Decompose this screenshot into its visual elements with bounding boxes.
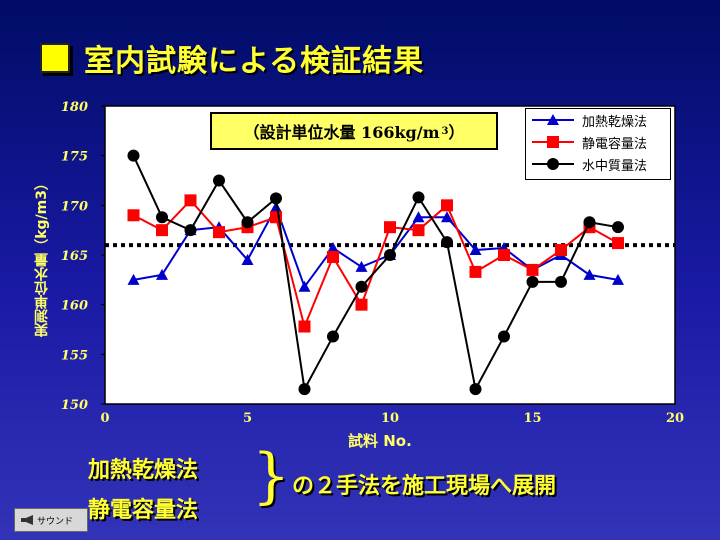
legend-item-underwater: 水中質量法 [526,153,670,175]
data-point-triangle [583,268,596,280]
data-point-circle [213,174,225,187]
data-point-circle [156,211,168,224]
data-point-circle [127,149,140,162]
data-point-square [156,224,168,237]
data-point-circle [327,330,339,343]
data-point-triangle [127,273,140,285]
data-point-square [213,226,225,239]
data-point-circle [412,191,425,204]
x-tick-label: 5 [243,411,252,426]
data-point-circle [270,192,282,205]
data-point-circle [526,275,539,288]
annotation-close: ） [448,123,465,142]
data-point-circle [355,280,368,293]
legend-label: 静電容量法 [582,136,648,152]
y-tick-label: 165 [61,249,88,264]
conclusion-text: の２手法を施工現場へ展開 [292,474,557,499]
data-point-square [298,320,311,333]
legend-item-capacitance: 静電容量法 [526,131,670,153]
data-point-square [355,298,368,311]
data-point-triangle [241,253,254,265]
data-point-circle [498,330,510,343]
data-point-circle [469,383,482,396]
x-tick-label: 0 [100,411,109,426]
y-tick-label: 155 [61,348,88,363]
data-point-square [127,209,140,222]
sound-button-label: サウンド [37,516,74,527]
data-point-circle [583,216,596,229]
speaker-icon [21,515,33,525]
data-point-square [498,249,510,261]
y-tick-label: 160 [61,299,88,314]
title-area: 室内試験による検証結果 [40,36,424,80]
y-tick-label: 180 [61,100,88,115]
data-point-circle [184,224,197,237]
method-heating: 加熱乾燥法 [88,458,199,483]
page-title: 室内試験による検証結果 [84,44,425,79]
data-point-circle [612,221,624,234]
sound-button[interactable]: サウンド [14,508,88,532]
data-point-triangle [156,268,168,280]
x-tick-label: 20 [666,411,684,426]
data-point-triangle [441,211,453,223]
data-point-square [412,224,425,237]
legend-label: 加熱乾燥法 [582,114,648,130]
data-point-square [327,250,339,263]
data-point-square [384,221,396,234]
brace-symbol: } [252,441,291,511]
data-point-triangle [355,260,368,272]
data-point-square [526,263,539,276]
square-marker-icon [532,136,574,148]
data-point-circle [241,216,254,229]
data-point-triangle [412,211,425,223]
data-point-square [612,237,624,250]
annotation-sup: 3 [441,125,449,137]
data-point-circle [384,249,396,261]
x-tick-label: 10 [381,411,399,426]
title-square-icon [40,43,70,73]
data-point-triangle [612,273,624,285]
triangle-marker-icon [532,114,574,125]
y-tick-label: 175 [61,150,88,165]
circle-marker-icon [532,158,574,170]
data-point-triangle [298,280,311,292]
chart-legend: 加熱乾燥法 静電容量法 水中質量法 [525,108,671,180]
method-capacitance: 静電容量法 [88,498,199,523]
y-tick-label: 150 [61,398,88,413]
data-point-triangle [270,201,282,213]
y-axis-label: 実測単位水量（kg/m3） [34,176,50,337]
x-axis-label: 試料 No. [348,432,412,450]
legend-label: 水中質量法 [582,158,648,174]
data-point-circle [555,275,567,288]
data-point-square [469,265,482,278]
x-tick-label: 15 [523,411,541,426]
design-water-annotation: （設計単位水量 166kg/m 3） [210,112,498,150]
data-point-circle [298,383,311,396]
annotation-text: （設計単位水量 166kg/m [243,123,440,142]
data-point-triangle [327,242,339,254]
data-point-circle [441,236,453,249]
data-point-square [441,199,453,212]
data-point-square [184,194,197,207]
legend-item-heating: 加熱乾燥法 [526,109,670,131]
y-tick-label: 170 [61,199,88,214]
data-point-square [555,244,567,257]
data-point-triangle [469,244,482,256]
